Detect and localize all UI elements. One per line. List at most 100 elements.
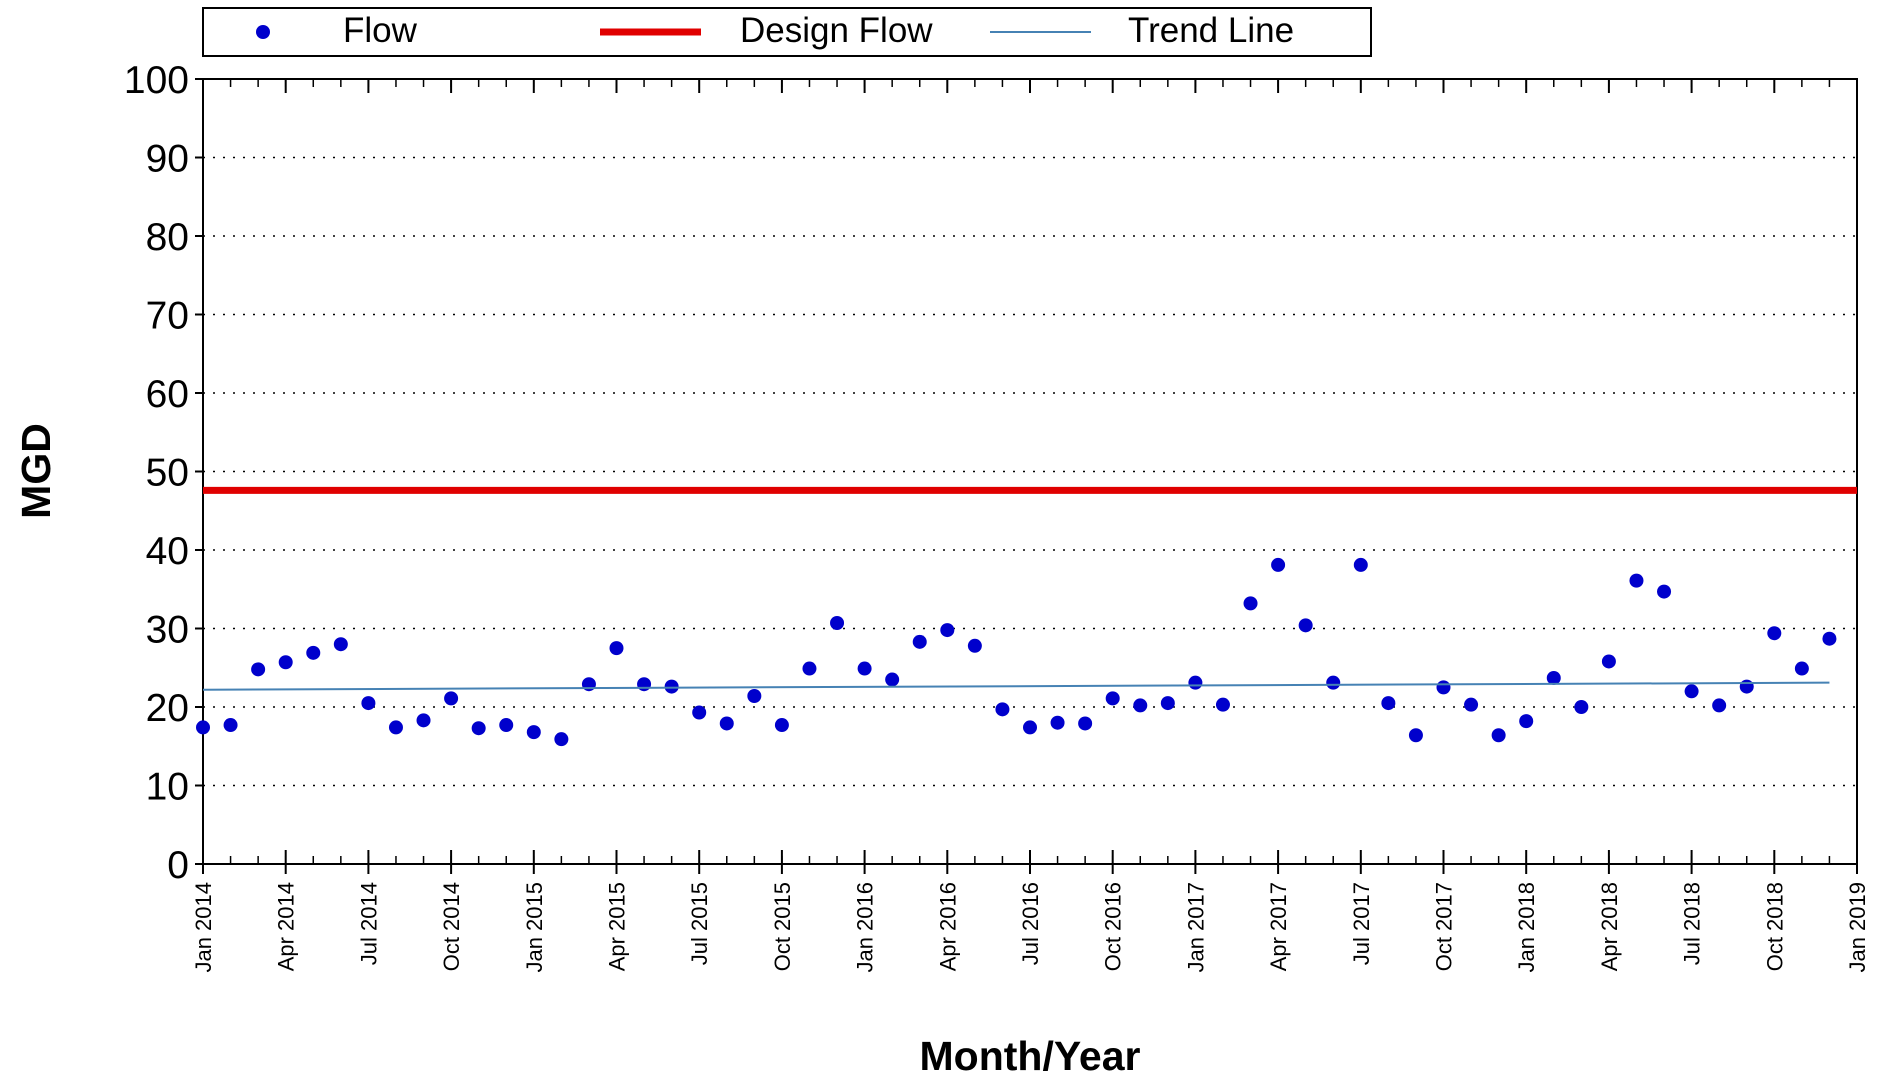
flow-point (1767, 626, 1782, 641)
flow-point (1298, 618, 1313, 633)
flow-point (912, 634, 927, 649)
x-tick-label: Oct 2018 (1762, 882, 1787, 971)
x-tick-label: Oct 2017 (1432, 882, 1457, 971)
x-tick-label: Jan 2015 (522, 882, 547, 973)
y-tick-label: 90 (146, 138, 189, 181)
flow-point (444, 691, 459, 706)
legend-label: Flow (343, 11, 418, 50)
y-tick-label: 0 (167, 844, 189, 887)
flow-point (940, 623, 955, 638)
x-tick-label: Apr 2017 (1266, 882, 1291, 971)
flow-point (830, 616, 845, 631)
plot-frame (202, 78, 1858, 865)
y-tick-label: 40 (146, 530, 189, 573)
x-tick-label: Apr 2016 (935, 882, 960, 971)
flow-point (692, 705, 707, 720)
x-axis-label: Month/Year (920, 1033, 1141, 1079)
flow-point (1629, 573, 1644, 588)
flow-point (802, 661, 817, 676)
flow-point (637, 677, 652, 692)
flow-point (1739, 679, 1754, 694)
flow-point (1822, 631, 1837, 646)
flow-point (1794, 661, 1809, 676)
x-tick-label: Apr 2018 (1597, 882, 1622, 971)
flow-point (196, 720, 210, 735)
flow-point (471, 721, 486, 736)
trend-line (202, 681, 1830, 691)
flow-point (967, 638, 982, 653)
flow-point (995, 702, 1010, 717)
flow-point (1326, 675, 1341, 690)
x-tick-label: Jan 2017 (1183, 882, 1208, 973)
x-tick-label: Jan 2018 (1514, 882, 1539, 973)
flow-point (416, 713, 431, 728)
legend: Flow Design Flow Trend Line (202, 7, 1372, 57)
flow-point (1684, 684, 1699, 699)
y-tick-label: 100 (124, 59, 189, 102)
x-tick-label: Oct 2014 (439, 882, 464, 971)
flow-point (857, 661, 872, 676)
flow-point (223, 718, 238, 733)
flow-point (1050, 715, 1065, 730)
flow-point (251, 662, 266, 677)
flow-point (719, 716, 734, 731)
flow-point (306, 645, 321, 660)
x-tick-label: Jan 2014 (191, 882, 216, 973)
legend-marker (256, 25, 270, 39)
x-tick-label: Jul 2018 (1680, 882, 1705, 965)
x-tick-label: Apr 2014 (274, 882, 299, 971)
y-tick-label: 70 (146, 295, 189, 338)
y-tick-label: 30 (146, 609, 189, 652)
x-tick-label: Apr 2015 (605, 882, 630, 971)
flow-point (1105, 691, 1120, 706)
flow-point (609, 641, 624, 656)
flow-point (278, 655, 293, 670)
flow-point (333, 637, 348, 652)
flow-point (361, 696, 376, 711)
flow-point (499, 718, 514, 733)
flow-point (664, 679, 679, 694)
flow-point (1381, 696, 1396, 711)
x-tick-label: Oct 2015 (770, 882, 795, 971)
legend-label: Design Flow (740, 11, 933, 50)
flow-point (1353, 557, 1368, 572)
x-tick-label: Jan 2019 (1845, 882, 1870, 973)
flow-point (1546, 670, 1561, 685)
flow-point (581, 677, 596, 692)
y-tick-label: 50 (146, 452, 189, 495)
flow-point (1436, 680, 1451, 695)
y-tick-label: 20 (146, 687, 189, 730)
flow-point (388, 720, 403, 735)
flow-point (1133, 698, 1148, 713)
flow-point (774, 718, 789, 733)
flow-point (1657, 584, 1672, 599)
y-tick-label: 80 (146, 216, 189, 259)
x-tick-label: Jul 2016 (1018, 882, 1043, 965)
flow-point (1271, 557, 1286, 572)
y-tick-label: 10 (146, 766, 189, 809)
flow-point (1078, 716, 1093, 731)
x-tick-label: Jan 2016 (853, 882, 878, 973)
flow-point (1491, 728, 1506, 743)
flow-point (1408, 728, 1423, 743)
x-tick-label: Jul 2014 (356, 882, 381, 965)
flow-point (1160, 696, 1175, 711)
flow-point (1519, 714, 1534, 729)
flow-point (747, 689, 762, 704)
flow-point (526, 725, 541, 740)
flow-point (885, 672, 900, 687)
flow-point (1188, 675, 1203, 690)
flow-point (554, 732, 569, 747)
y-tick-label: 60 (146, 373, 189, 416)
flow-point (1243, 596, 1258, 611)
flow-point (1712, 698, 1727, 713)
x-tick-label: Oct 2016 (1101, 882, 1126, 971)
flow-point (1574, 700, 1589, 714)
flow-point (1023, 720, 1037, 735)
legend-label: Trend Line (1128, 11, 1294, 50)
legend-box (202, 7, 1372, 57)
y-axis-label: MGD (13, 423, 59, 519)
flow-point (1464, 697, 1479, 712)
x-tick-label: Jul 2015 (687, 882, 712, 965)
